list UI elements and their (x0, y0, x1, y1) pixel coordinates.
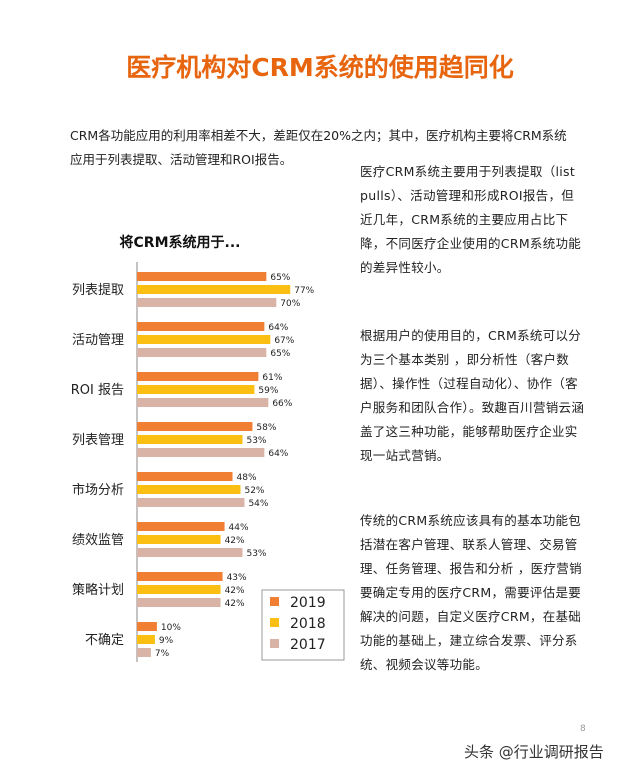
data-label: 66% (272, 399, 292, 409)
bar-2017 (137, 348, 267, 357)
data-label: 58% (256, 423, 276, 433)
bar-2019 (137, 522, 225, 531)
data-label: 77% (294, 286, 314, 296)
data-label: 48% (237, 473, 257, 483)
data-label: 67% (274, 336, 294, 346)
bar-2017 (137, 448, 265, 457)
paragraph-2-text: 根据用户的使用目的，CRM系统可以分为三个基本类别 ，即分析性（客户数据）、操作… (360, 328, 585, 463)
chart-title: 将CRM系统用于... (119, 235, 241, 251)
bar-2019 (137, 372, 259, 381)
bar-2019 (137, 422, 253, 431)
paragraph-1-text: 医疗CRM系统主要用于列表提取（list pulls）、活动管理和形成ROI报告… (360, 164, 582, 275)
category-label: 列表提取 (72, 282, 124, 298)
bar-2017 (137, 298, 277, 307)
data-label: 64% (268, 323, 288, 333)
bar-chart: 列表提取 65% 77% 70% 活动管理 64% 67% 65% ROI 报告 61% 59% 66… (71, 262, 345, 662)
category-label: 不确定 (85, 633, 124, 648)
data-label: 65% (270, 273, 290, 283)
data-label: 64% (268, 449, 288, 459)
bar-2019 (137, 322, 265, 331)
bar-2018 (137, 435, 243, 444)
bar-2017 (137, 548, 243, 557)
data-label: 61% (262, 373, 282, 383)
paragraph-1: 医疗CRM系统主要用于列表提取（list pulls）、活动管理和形成ROI报告… (360, 160, 586, 280)
legend-label: 2017 (290, 637, 326, 653)
bar-2019 (137, 472, 233, 481)
legend-swatch (270, 639, 279, 648)
bar-2019 (137, 272, 267, 281)
data-label: 10% (161, 623, 181, 633)
data-label: 42% (225, 586, 245, 596)
paragraph-2: 根据用户的使用目的，CRM系统可以分为三个基本类别 ，即分析性（客户数据）、操作… (360, 324, 586, 468)
legend-swatch (270, 597, 279, 606)
bar-2018 (137, 585, 221, 594)
bar-2018 (137, 285, 291, 294)
data-label: 43% (227, 573, 247, 583)
data-label: 42% (225, 536, 245, 546)
data-label: 52% (244, 486, 264, 496)
page-title: 医疗机构对CRM系统的使用趋同化 (126, 53, 514, 82)
bar-2018 (137, 535, 221, 544)
bar-2018 (137, 635, 155, 644)
page-number: 8 (580, 724, 586, 734)
bar-2017 (137, 498, 245, 507)
data-label: 53% (246, 549, 266, 559)
bar-2017 (137, 648, 151, 657)
category-label: 绩效监管 (72, 533, 124, 548)
data-label: 53% (246, 436, 266, 446)
bar-2018 (137, 385, 255, 394)
category-label: 策略计划 (72, 582, 124, 598)
data-label: 42% (225, 599, 245, 609)
category-label: ROI 报告 (71, 383, 124, 398)
bar-2019 (137, 572, 223, 581)
bar-2017 (137, 598, 221, 607)
bar-2018 (137, 485, 241, 494)
bar-2019 (137, 622, 157, 631)
watermark: 头条 @行业调研报告 (464, 743, 604, 761)
data-label: 44% (229, 523, 249, 533)
data-label: 9% (159, 636, 174, 646)
category-label: 活动管理 (72, 333, 124, 348)
legend-label: 2018 (290, 616, 326, 632)
data-label: 59% (258, 386, 278, 396)
data-label: 7% (155, 649, 170, 659)
paragraph-3-text: 传统的CRM系统应该具有的基本功能包括潜在客户管理、联系人管理、交易管理、任务管… (360, 513, 582, 672)
paragraph-3: 传统的CRM系统应该具有的基本功能包括潜在客户管理、联系人管理、交易管理、任务管… (360, 509, 586, 677)
legend-label: 2019 (290, 595, 326, 611)
intro-text: CRM各功能应用的利用率相差不大，差距仅在20%之内；其中，医疗机构主要将CRM… (70, 128, 567, 167)
legend-swatch (270, 618, 279, 627)
data-label: 54% (248, 499, 268, 509)
data-label: 65% (270, 349, 290, 359)
category-label: 列表管理 (72, 433, 124, 448)
category-label: 市场分析 (72, 482, 124, 498)
data-label: 70% (280, 299, 300, 309)
bar-2018 (137, 335, 271, 344)
bar-2017 (137, 398, 269, 407)
